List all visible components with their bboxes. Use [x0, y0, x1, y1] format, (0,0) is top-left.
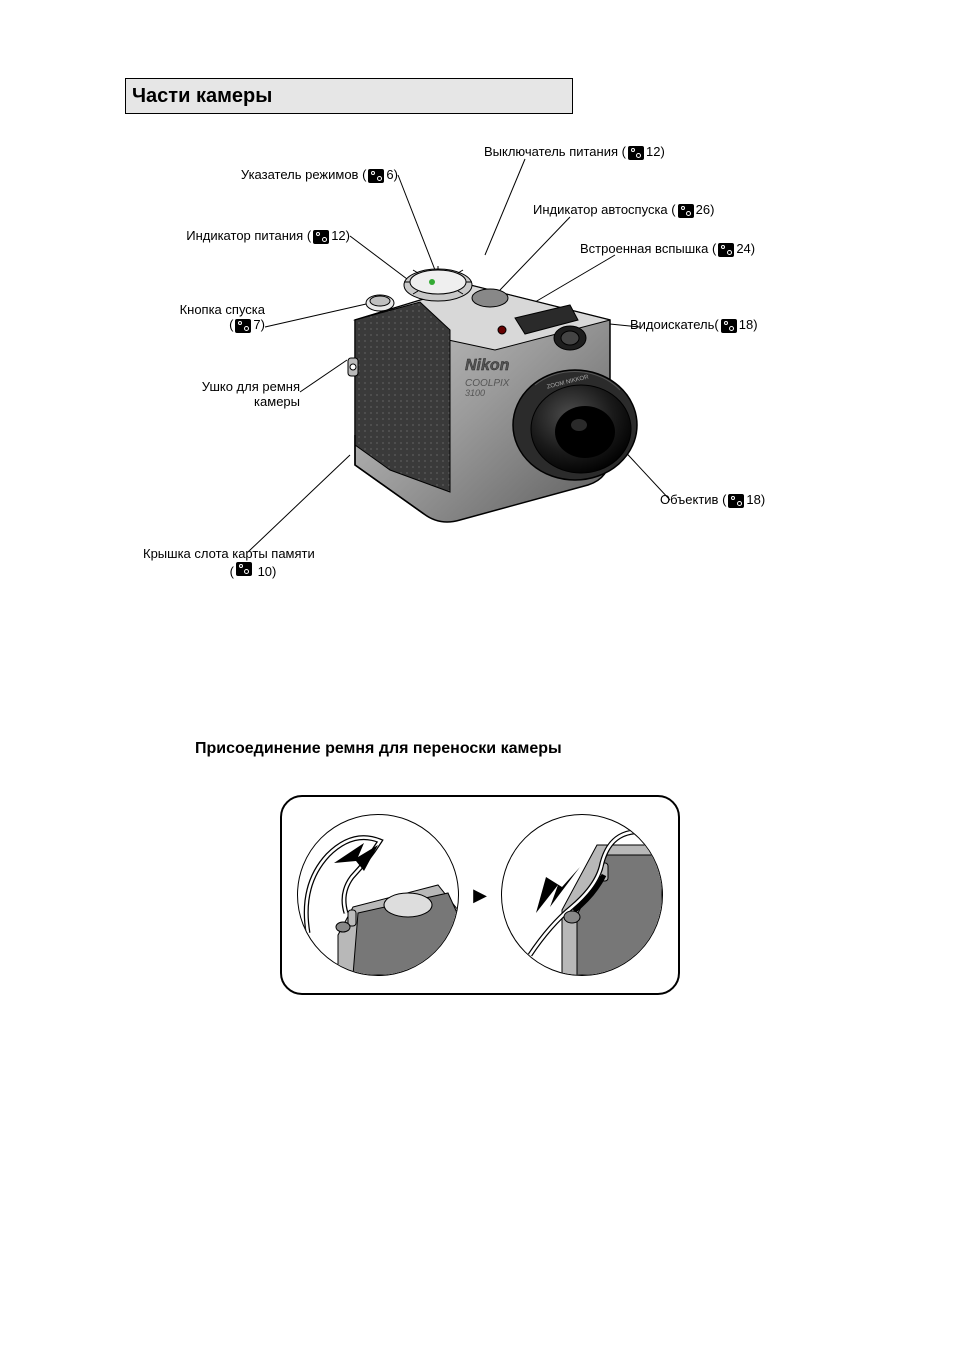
- label-lens: Объектив ( 18): [660, 493, 820, 508]
- label-text: Индикатор автоспуска: [533, 202, 668, 217]
- page-num: 12: [331, 229, 345, 244]
- label-strap-eyelet: Ушко для ремня камеры: [170, 365, 300, 410]
- page-num: 18: [739, 318, 753, 333]
- label-selftimer-indicator: Индикатор автоспуска ( 26): [533, 203, 763, 218]
- svg-text:Nikon: Nikon: [465, 357, 510, 374]
- section-subtitle: Присоединение ремня для переноски камеры: [195, 740, 562, 758]
- manual-ref-icon: [368, 169, 384, 183]
- strap-step-2: [501, 814, 663, 976]
- strap-attachment-panel: ▶: [280, 795, 680, 995]
- label-builtin-flash: Встроенная вспышка ( 24): [580, 242, 810, 257]
- label-text: Ушко для ремня камеры: [202, 379, 300, 409]
- label-text: Индикатор питания: [186, 228, 303, 243]
- page-ref: ( 24): [712, 242, 755, 257]
- label-card-slot-cover: Крышка слота карты памяти ( 10): [143, 547, 363, 580]
- page-ref: ( 18): [714, 318, 757, 333]
- label-text: Видоискатель: [630, 317, 714, 332]
- manual-ref-icon: [718, 243, 734, 257]
- manual-ref-icon: [721, 319, 737, 333]
- label-power-switch: Выключатель питания ( 12): [484, 145, 714, 160]
- page-ref: ( 18): [722, 493, 765, 508]
- manual-ref-icon: [235, 319, 251, 333]
- manual-ref-icon: [313, 230, 329, 244]
- page-ref: ( 6): [362, 168, 398, 183]
- label-text: Объектив: [660, 492, 718, 507]
- svg-text:3100: 3100: [465, 388, 485, 398]
- page-num: 24: [736, 242, 750, 257]
- label-mode-pointer: Указатель режимов ( 6): [223, 168, 398, 183]
- camera-illustration: Nikon COOLPIX 3100 ZOOM NIKKOR: [320, 230, 640, 530]
- camera-diagram: Nikon COOLPIX 3100 ZOOM NIKKOR Указател: [125, 120, 825, 590]
- label-text: Указатель режимов: [241, 167, 359, 182]
- page-num: 7: [253, 318, 260, 333]
- sequence-arrow-icon: ▶: [473, 885, 487, 906]
- page-ref: ( 12): [307, 229, 350, 244]
- label-text: Крышка слота карты памяти: [143, 546, 315, 561]
- manual-ref-icon: [728, 494, 744, 508]
- page-num: 6: [386, 168, 393, 183]
- page-num: 10: [258, 564, 272, 579]
- page-title-box: Части камеры: [125, 78, 573, 114]
- page-ref: ( 12): [622, 145, 665, 160]
- label-text: Встроенная вспышка: [580, 241, 708, 256]
- label-text: Кнопка спуска: [180, 302, 265, 317]
- manual-ref-icon: [678, 204, 694, 218]
- page-num: 12: [646, 145, 660, 160]
- page-ref: ( 10): [143, 562, 363, 580]
- label-power-indicator: Индикатор питания ( 12): [175, 229, 350, 244]
- label-viewfinder: Видоискатель( 18): [630, 318, 810, 333]
- page-num: 18: [746, 493, 760, 508]
- manual-ref-icon: [236, 562, 252, 576]
- page-num: 26: [696, 203, 710, 218]
- page-title: Части камеры: [132, 85, 272, 108]
- label-text: Выключатель питания: [484, 144, 618, 159]
- manual-ref-icon: [628, 146, 644, 160]
- page-ref: ( 26): [671, 203, 714, 218]
- page-ref: ( 7): [229, 318, 265, 333]
- label-shutter-button: Кнопка спуска ( 7): [135, 303, 265, 333]
- strap-step-1: [297, 814, 459, 976]
